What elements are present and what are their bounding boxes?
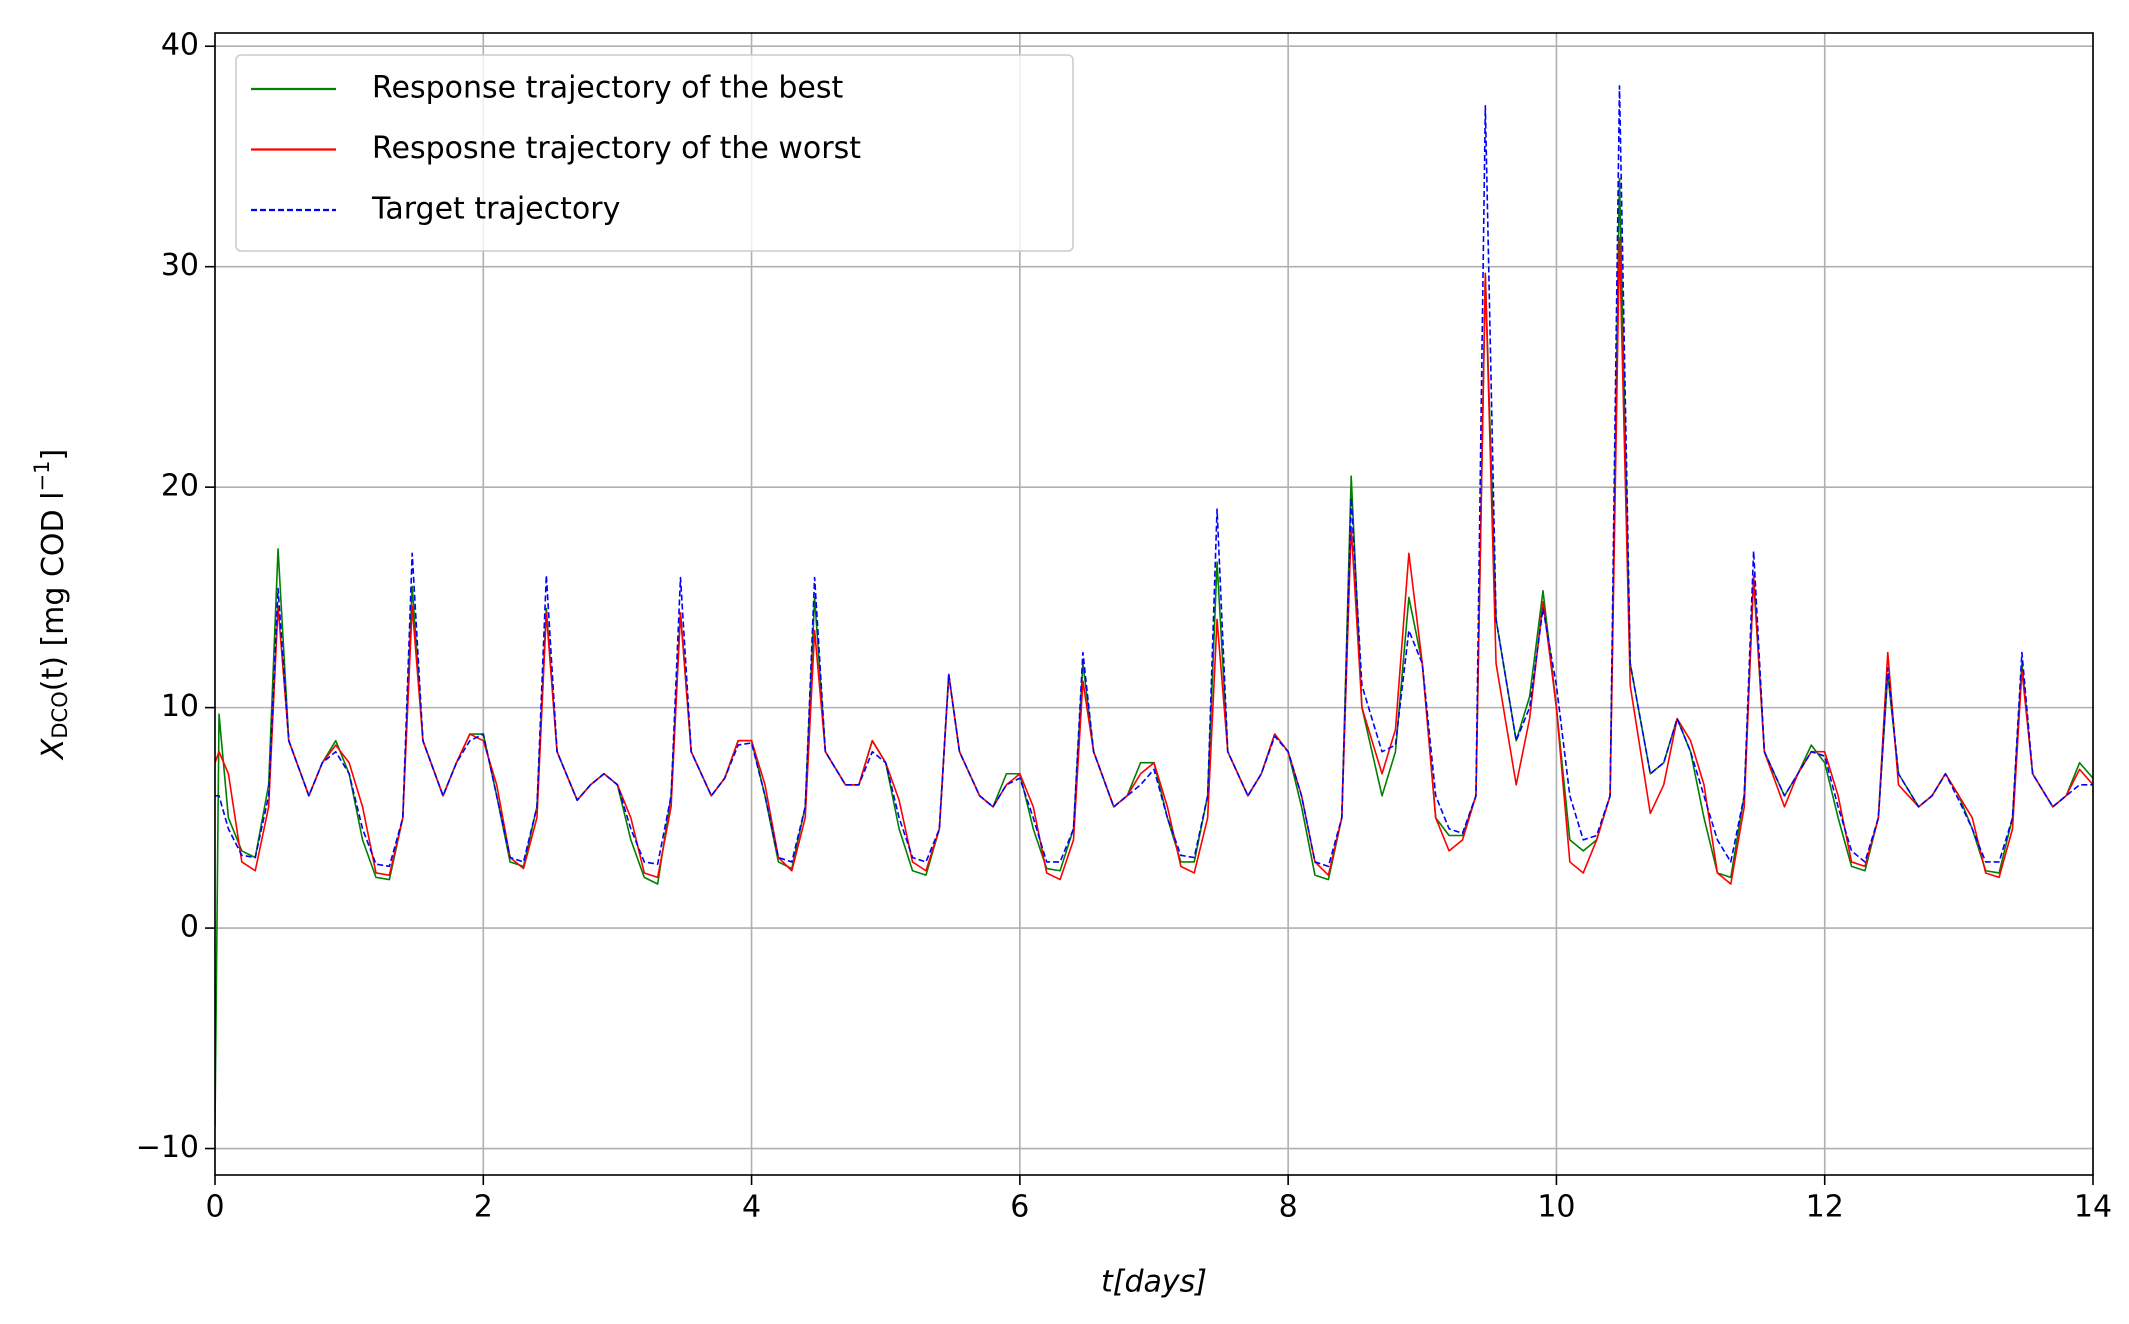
x-tick-label: 8 [1279, 1190, 1298, 1225]
y-tick-label: 40 [161, 28, 199, 63]
legend-label: Resposne trajectory of the worst [372, 131, 861, 166]
x-tick-label: 2 [474, 1190, 493, 1225]
plot-lines [215, 85, 2093, 1127]
legend-box [235, 54, 1074, 252]
plot-frame [214, 32, 2094, 1176]
x-axis-label: t[days] [1101, 1265, 1207, 1300]
legend-label: Response trajectory of the best [372, 71, 843, 106]
x-tick-label: 10 [1537, 1190, 1575, 1225]
series-line [215, 237, 2093, 885]
x-tick-label: 0 [205, 1190, 224, 1225]
x-tick-label: 12 [1806, 1190, 1844, 1225]
legend: Response trajectory of the best Resposne … [235, 54, 1074, 252]
x-tick-label: 6 [1010, 1190, 1029, 1225]
y-tick-label: 30 [161, 248, 199, 283]
y-tick-label: 10 [161, 689, 199, 724]
y-label-sub: DCO [48, 691, 72, 738]
series-line [215, 85, 2093, 868]
series-line [215, 177, 2093, 1127]
y-label-sup: −1 [30, 461, 54, 492]
x-tick-label: 4 [742, 1190, 761, 1225]
y-label-end: ] [36, 449, 71, 461]
legend-label: Target trajectory [371, 192, 620, 227]
x-tick-label: 14 [2074, 1190, 2112, 1225]
y-axis-label: XDCO(t) [mg COD l−1] [30, 449, 72, 761]
y-tick-label: 20 [161, 469, 199, 504]
y-tick-label: 0 [180, 910, 199, 945]
y-label-main: X [36, 737, 71, 761]
y-tick-label: −10 [136, 1130, 199, 1165]
y-label-rest: (t) [mg COD l [36, 492, 71, 692]
